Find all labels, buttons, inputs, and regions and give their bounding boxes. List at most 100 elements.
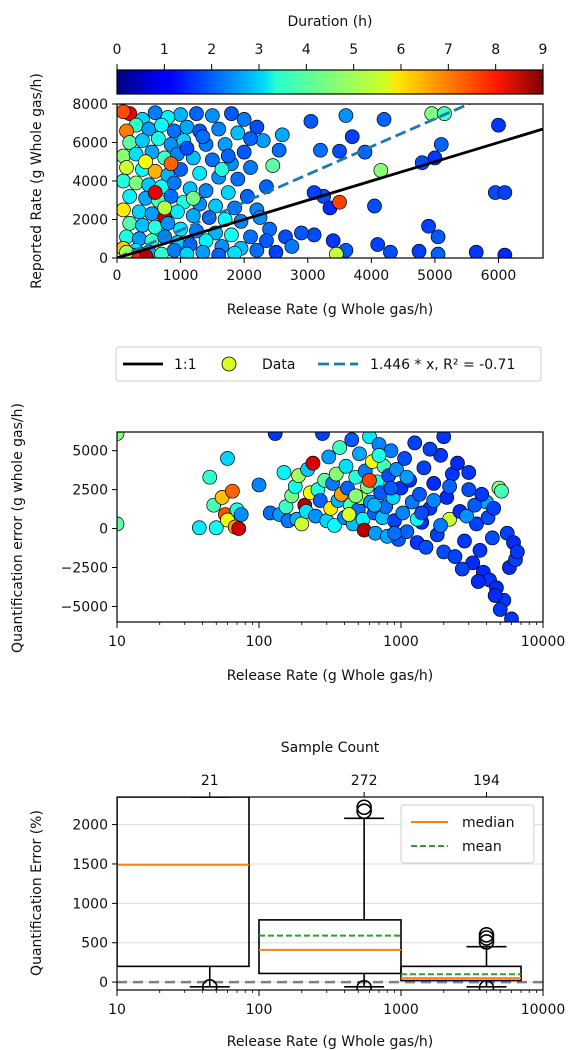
data-point [154, 246, 169, 258]
box-iqr [117, 797, 250, 968]
y-tick-label: 4000 [72, 174, 108, 190]
data-point [367, 198, 382, 214]
colorbar-tick-label: 2 [207, 42, 216, 58]
data-point [189, 106, 204, 121]
x-tick-label: 10000 [521, 634, 566, 650]
data-point [128, 175, 144, 191]
data-point [157, 200, 173, 216]
data-point [321, 449, 337, 465]
data-point [163, 189, 179, 204]
y-tick-label: 0 [99, 975, 108, 991]
data-point [255, 133, 271, 148]
data-point [274, 127, 290, 143]
data-point [150, 131, 166, 146]
data-point [147, 105, 163, 121]
data-point [474, 486, 490, 502]
data-point [430, 246, 446, 258]
data-point [214, 162, 230, 177]
data-point [341, 507, 357, 522]
x-tick-label: 1000 [383, 634, 419, 650]
fit-line [117, 104, 473, 258]
data-point [332, 143, 347, 159]
y-tick-label: 2000 [72, 213, 108, 229]
data-point [504, 611, 519, 622]
colorbar-tick-label: 4 [302, 42, 311, 58]
x-tick-label: 10 [108, 1002, 126, 1018]
colorbar-tick-label: 5 [349, 42, 358, 58]
data-point [332, 194, 347, 210]
data-point [312, 493, 328, 508]
box-plots [117, 797, 522, 990]
data-point [122, 216, 138, 231]
data-point [313, 142, 328, 158]
sample-count-label: 194 [473, 773, 500, 789]
data-point [395, 505, 411, 521]
data-point [294, 516, 310, 532]
data-point [233, 507, 249, 522]
data-point [239, 189, 255, 204]
data-point [192, 165, 208, 181]
data-point [426, 476, 442, 491]
outlier-marker [478, 927, 495, 943]
data-point [135, 133, 150, 148]
data-point [185, 208, 201, 223]
data-point [198, 183, 214, 198]
data-point [371, 448, 387, 463]
data-point [497, 247, 513, 258]
data-point [131, 204, 147, 220]
data-point [236, 144, 252, 160]
data-point [470, 574, 486, 589]
ylabel-box: Quantification Error (%) [29, 810, 45, 976]
colorbar-tick-label: 0 [113, 42, 122, 58]
data-point [122, 189, 138, 204]
sample-count-label: 272 [351, 773, 378, 789]
data-point [231, 521, 247, 536]
data-point [227, 245, 242, 258]
data-point [436, 432, 452, 445]
data-point [367, 497, 382, 513]
data-point [179, 140, 195, 156]
data-point [236, 112, 252, 127]
axis-ticks-box: 21 272 194 10 100 1000 10000 0 500 1000 1500 2000 [72, 773, 565, 1018]
data-point [370, 237, 386, 252]
colorbar-gradient [116, 69, 544, 95]
data-point [249, 242, 265, 258]
data-point [383, 244, 398, 258]
data-point [271, 142, 287, 158]
data-point [208, 520, 224, 536]
panel-box-error-percent: Sample Count 21 272 194 10 100 1000 10000 0 500 1… [29, 740, 565, 1050]
data-point [387, 525, 402, 541]
data-point [160, 216, 176, 231]
data-point [251, 477, 267, 493]
colorbar-tick-label: 7 [444, 42, 453, 58]
data-point [472, 543, 488, 558]
data-point [243, 131, 258, 146]
y-tick-label: 0 [99, 522, 108, 538]
sample-count-label: 21 [201, 773, 219, 789]
data-point [117, 432, 125, 441]
colorbar-tick-label: 9 [539, 42, 548, 58]
legend-box-stats: median mean [400, 804, 535, 864]
colorbar-ticks: 0 1 2 3 4 5 6 7 8 9 [113, 42, 548, 70]
data-point [338, 108, 354, 123]
colorbar-tick-label: 6 [397, 42, 406, 58]
data-point [459, 508, 475, 524]
data-point [442, 479, 457, 494]
y-tick-label: −2500 [61, 560, 108, 576]
data-point [170, 204, 185, 220]
y-tick-label: 500 [81, 936, 108, 952]
panel-quantification-error: 10 100 1000 10000 −5000 −2500 0 2500 5000 Releas… [10, 403, 565, 684]
data-point [303, 113, 319, 129]
data-point [426, 493, 442, 508]
data-point [407, 435, 423, 451]
data-point [220, 185, 236, 200]
axis-ticks-reported: 0 1000 2000 3000 4000 5000 6000 0 2000 4000 6000 80… [72, 97, 516, 284]
data-point [144, 206, 160, 222]
top-axis-label: Sample Count [281, 740, 380, 756]
data-point [191, 520, 207, 536]
data-point [294, 225, 309, 241]
data-point [306, 227, 322, 243]
data-point [469, 516, 484, 532]
data-point [389, 462, 404, 477]
